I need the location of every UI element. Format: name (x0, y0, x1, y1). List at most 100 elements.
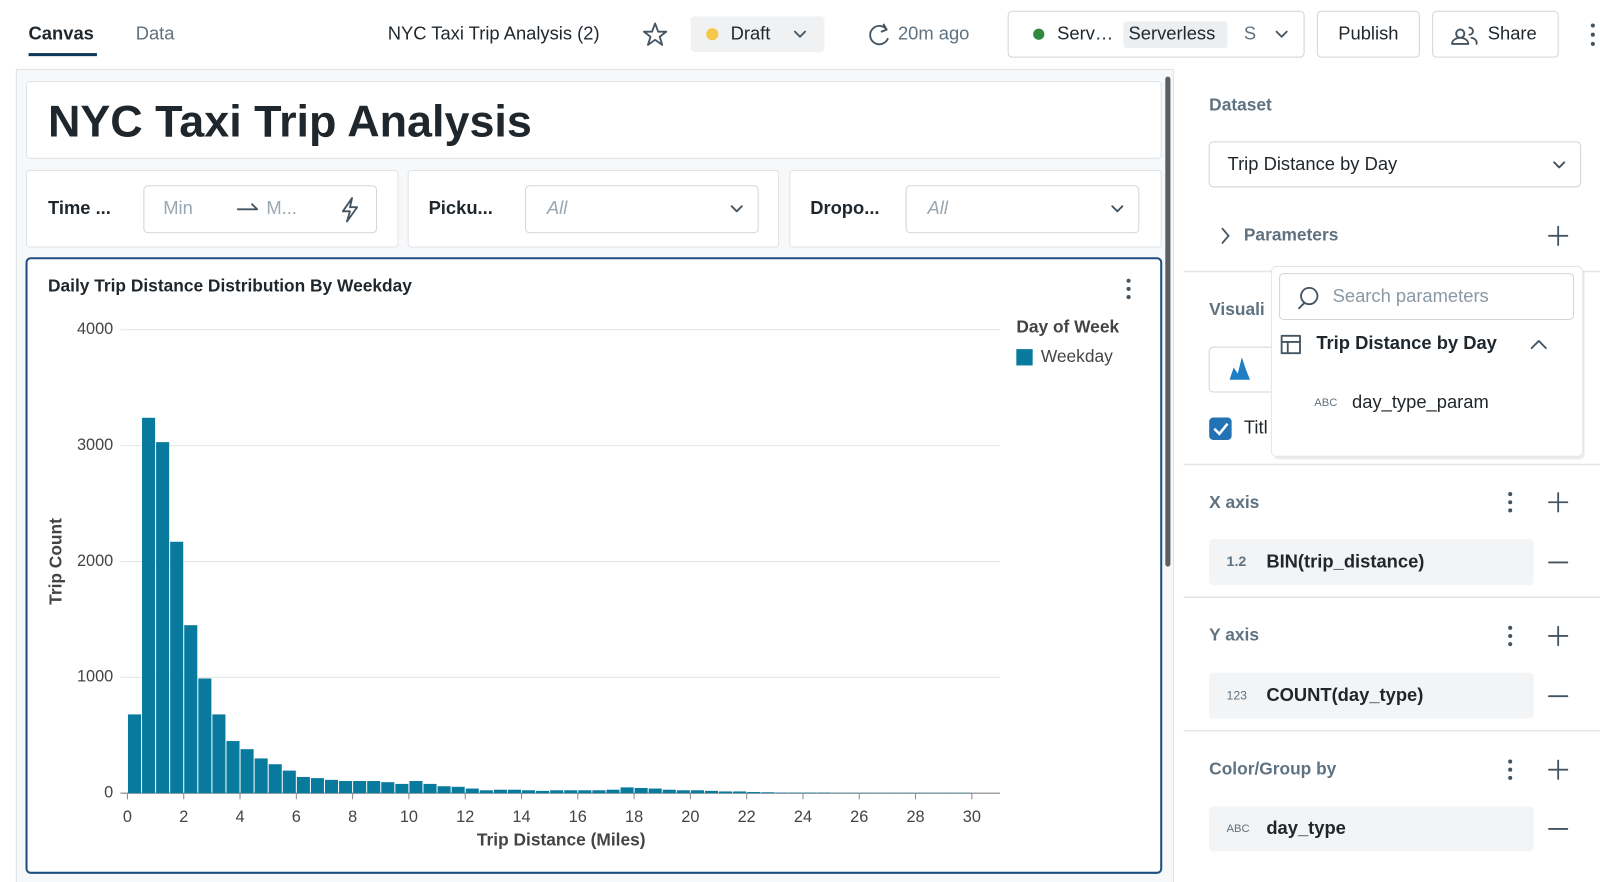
parameters-label: Parameters (1244, 224, 1338, 244)
y-tick-label: 4000 (77, 320, 113, 338)
select-input[interactable] (525, 185, 759, 234)
x-axis-title: Trip Distance (Miles) (477, 830, 646, 850)
bar (634, 787, 648, 794)
field-name: BIN(trip_distance) (1266, 550, 1424, 571)
share-icon (1451, 26, 1478, 45)
bar (339, 781, 353, 794)
bar (226, 741, 240, 794)
tab-canvas[interactable]: Canvas (29, 23, 94, 44)
field-pill[interactable] (1209, 672, 1534, 719)
title-checkbox[interactable] (1209, 417, 1232, 440)
scrollbar[interactable] (1165, 76, 1171, 567)
expand-icon[interactable] (1221, 227, 1230, 244)
add-button[interactable] (1548, 492, 1569, 513)
bar (240, 749, 254, 794)
field-menu[interactable] (1508, 625, 1513, 647)
refresh-icon[interactable] (869, 23, 889, 46)
x-tick-label: 2 (179, 808, 188, 826)
y-tick-label: 3000 (77, 436, 113, 454)
x-tick-label: 20 (681, 808, 699, 826)
bar (606, 789, 620, 794)
legend-title: Day of Week (1016, 316, 1119, 336)
publish-button[interactable] (1316, 10, 1420, 58)
bar (198, 678, 212, 794)
y-axis-title: Trip Count (46, 518, 66, 605)
bar (747, 792, 761, 794)
collapse-icon[interactable] (1530, 340, 1547, 350)
top-bar: Canvas Data NYC Taxi Trip Analysis (2) D… (28, 10, 1595, 58)
bar (733, 791, 747, 794)
field-type: 123 (1227, 688, 1248, 702)
range-arrow (236, 203, 259, 211)
dataset-select[interactable] (1208, 141, 1582, 188)
x-tick-label: 22 (738, 808, 756, 826)
x-tick-label: 14 (512, 808, 530, 826)
compute-extra: S (1244, 23, 1256, 44)
status: Draft (731, 23, 771, 44)
bar (282, 770, 296, 794)
add-button[interactable] (1548, 225, 1569, 246)
widget-menu[interactable] (1126, 278, 1131, 300)
param-name[interactable]: day_type_param (1352, 391, 1489, 413)
search-placeholder: Search parameters (1333, 285, 1489, 306)
dynamic-icon[interactable] (341, 197, 359, 223)
histogram-icon (1229, 357, 1250, 380)
field-menu[interactable] (1508, 759, 1513, 780)
select-input[interactable] (905, 185, 1140, 234)
field-type: ABC (1227, 823, 1250, 835)
add-button[interactable] (1548, 625, 1569, 647)
chart-title: Daily Trip Distance Distribution By Week… (48, 275, 412, 295)
more-menu[interactable] (1590, 23, 1595, 46)
chevron (793, 30, 807, 38)
bar (127, 714, 142, 794)
x-tick-label: 8 (348, 808, 357, 826)
bar (493, 789, 507, 794)
bar (170, 541, 184, 794)
add-button[interactable] (1548, 759, 1569, 780)
bar (578, 790, 592, 794)
bar (620, 787, 634, 794)
bar (268, 764, 282, 794)
x-tick-label: 10 (400, 808, 418, 826)
y-tick-label: 1000 (77, 668, 113, 686)
range-input[interactable] (143, 185, 378, 234)
field-name: COUNT(day_type) (1266, 684, 1423, 705)
filter-label: Dropo... (810, 197, 879, 218)
field-pill[interactable] (1209, 806, 1534, 852)
field-pill[interactable] (1209, 539, 1534, 585)
favorite-star[interactable] (642, 22, 668, 46)
range-min: Min (163, 197, 193, 218)
share-button[interactable] (1432, 10, 1559, 58)
bar (423, 783, 437, 794)
compute: Serv… (1057, 23, 1113, 44)
visualization-label: Visuali (1209, 299, 1265, 319)
bar (592, 790, 606, 794)
popover-dataset[interactable]: Trip Distance by Day (1316, 332, 1497, 353)
bar (296, 776, 310, 794)
bar (310, 778, 324, 794)
tab-data[interactable]: Data (136, 23, 176, 44)
status-dot (706, 28, 719, 41)
x-axis-label: X axis (1209, 492, 1259, 512)
search-input[interactable] (1279, 273, 1574, 321)
field-menu[interactable] (1508, 492, 1513, 513)
bar (254, 758, 268, 794)
bar (564, 790, 578, 794)
bar (367, 781, 381, 794)
bar (479, 790, 493, 794)
table-icon (1280, 334, 1301, 355)
x-tick-label: 12 (456, 808, 474, 826)
bar (775, 792, 789, 794)
refreshed: 20m ago (898, 23, 969, 44)
bar (690, 790, 704, 794)
status-pill[interactable] (690, 16, 825, 53)
x-tick-label: 28 (906, 808, 924, 826)
chart-card[interactable] (25, 257, 1163, 874)
search-icon (1298, 286, 1319, 310)
bar (719, 791, 733, 794)
color-label: Color/Group by (1209, 758, 1337, 778)
y-tick-label: 2000 (77, 552, 113, 570)
bar (353, 781, 367, 794)
bar (507, 789, 521, 794)
